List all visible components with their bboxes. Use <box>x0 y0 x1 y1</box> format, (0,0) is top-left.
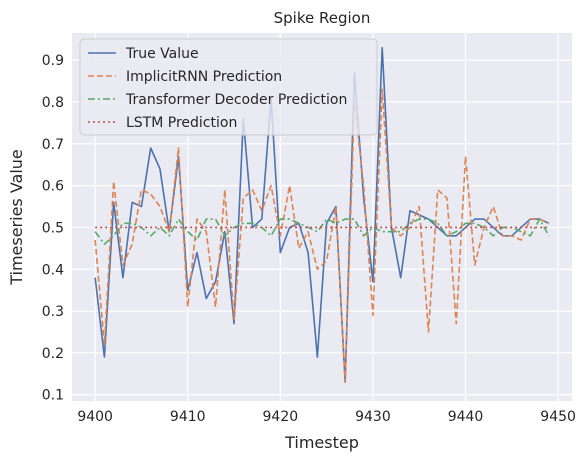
legend: True Value ImplicitRNN Prediction Transfor… <box>79 38 378 136</box>
series-line-2 <box>94 88 550 383</box>
legend-label: Transformer Decoder Prediction <box>125 92 347 108</box>
x-axis-label: Timestep <box>284 433 359 452</box>
y-tick-label: 0.7 <box>42 137 64 153</box>
y-tick-labels: 0.1 0.2 0.3 0.4 0.5 0.6 0.7 0.8 0.9 <box>42 53 64 404</box>
x-tick-label: 9410 <box>170 409 206 425</box>
y-tick-label: 0.5 <box>42 220 64 236</box>
y-tick-label: 0.9 <box>42 53 64 69</box>
y-tick-label: 0.1 <box>42 388 64 404</box>
series-lines <box>94 46 550 383</box>
x-tick-label: 9430 <box>355 409 391 425</box>
y-tick-label: 0.8 <box>42 95 64 111</box>
chart-title: Spike Region <box>274 9 371 27</box>
legend-box <box>79 38 378 136</box>
y-tick-label: 0.4 <box>42 262 64 278</box>
x-tick-label: 9450 <box>540 409 576 425</box>
series-line-3 <box>94 218 550 245</box>
legend-label: LSTM Prediction <box>126 115 237 131</box>
y-tick-label: 0.2 <box>42 346 64 362</box>
x-tick-label: 9400 <box>77 409 113 425</box>
x-tick-label: 9420 <box>263 409 299 425</box>
legend-label: ImplicitRNN Prediction <box>126 69 282 85</box>
x-tick-label: 9440 <box>448 409 484 425</box>
legend-label: True Value <box>125 46 199 62</box>
x-tick-labels: 9400 9410 9420 9430 9440 9450 <box>77 409 576 425</box>
y-tick-label: 0.3 <box>42 304 64 320</box>
y-axis-label: Timeseries Value <box>7 149 26 286</box>
y-tick-label: 0.6 <box>42 179 64 195</box>
